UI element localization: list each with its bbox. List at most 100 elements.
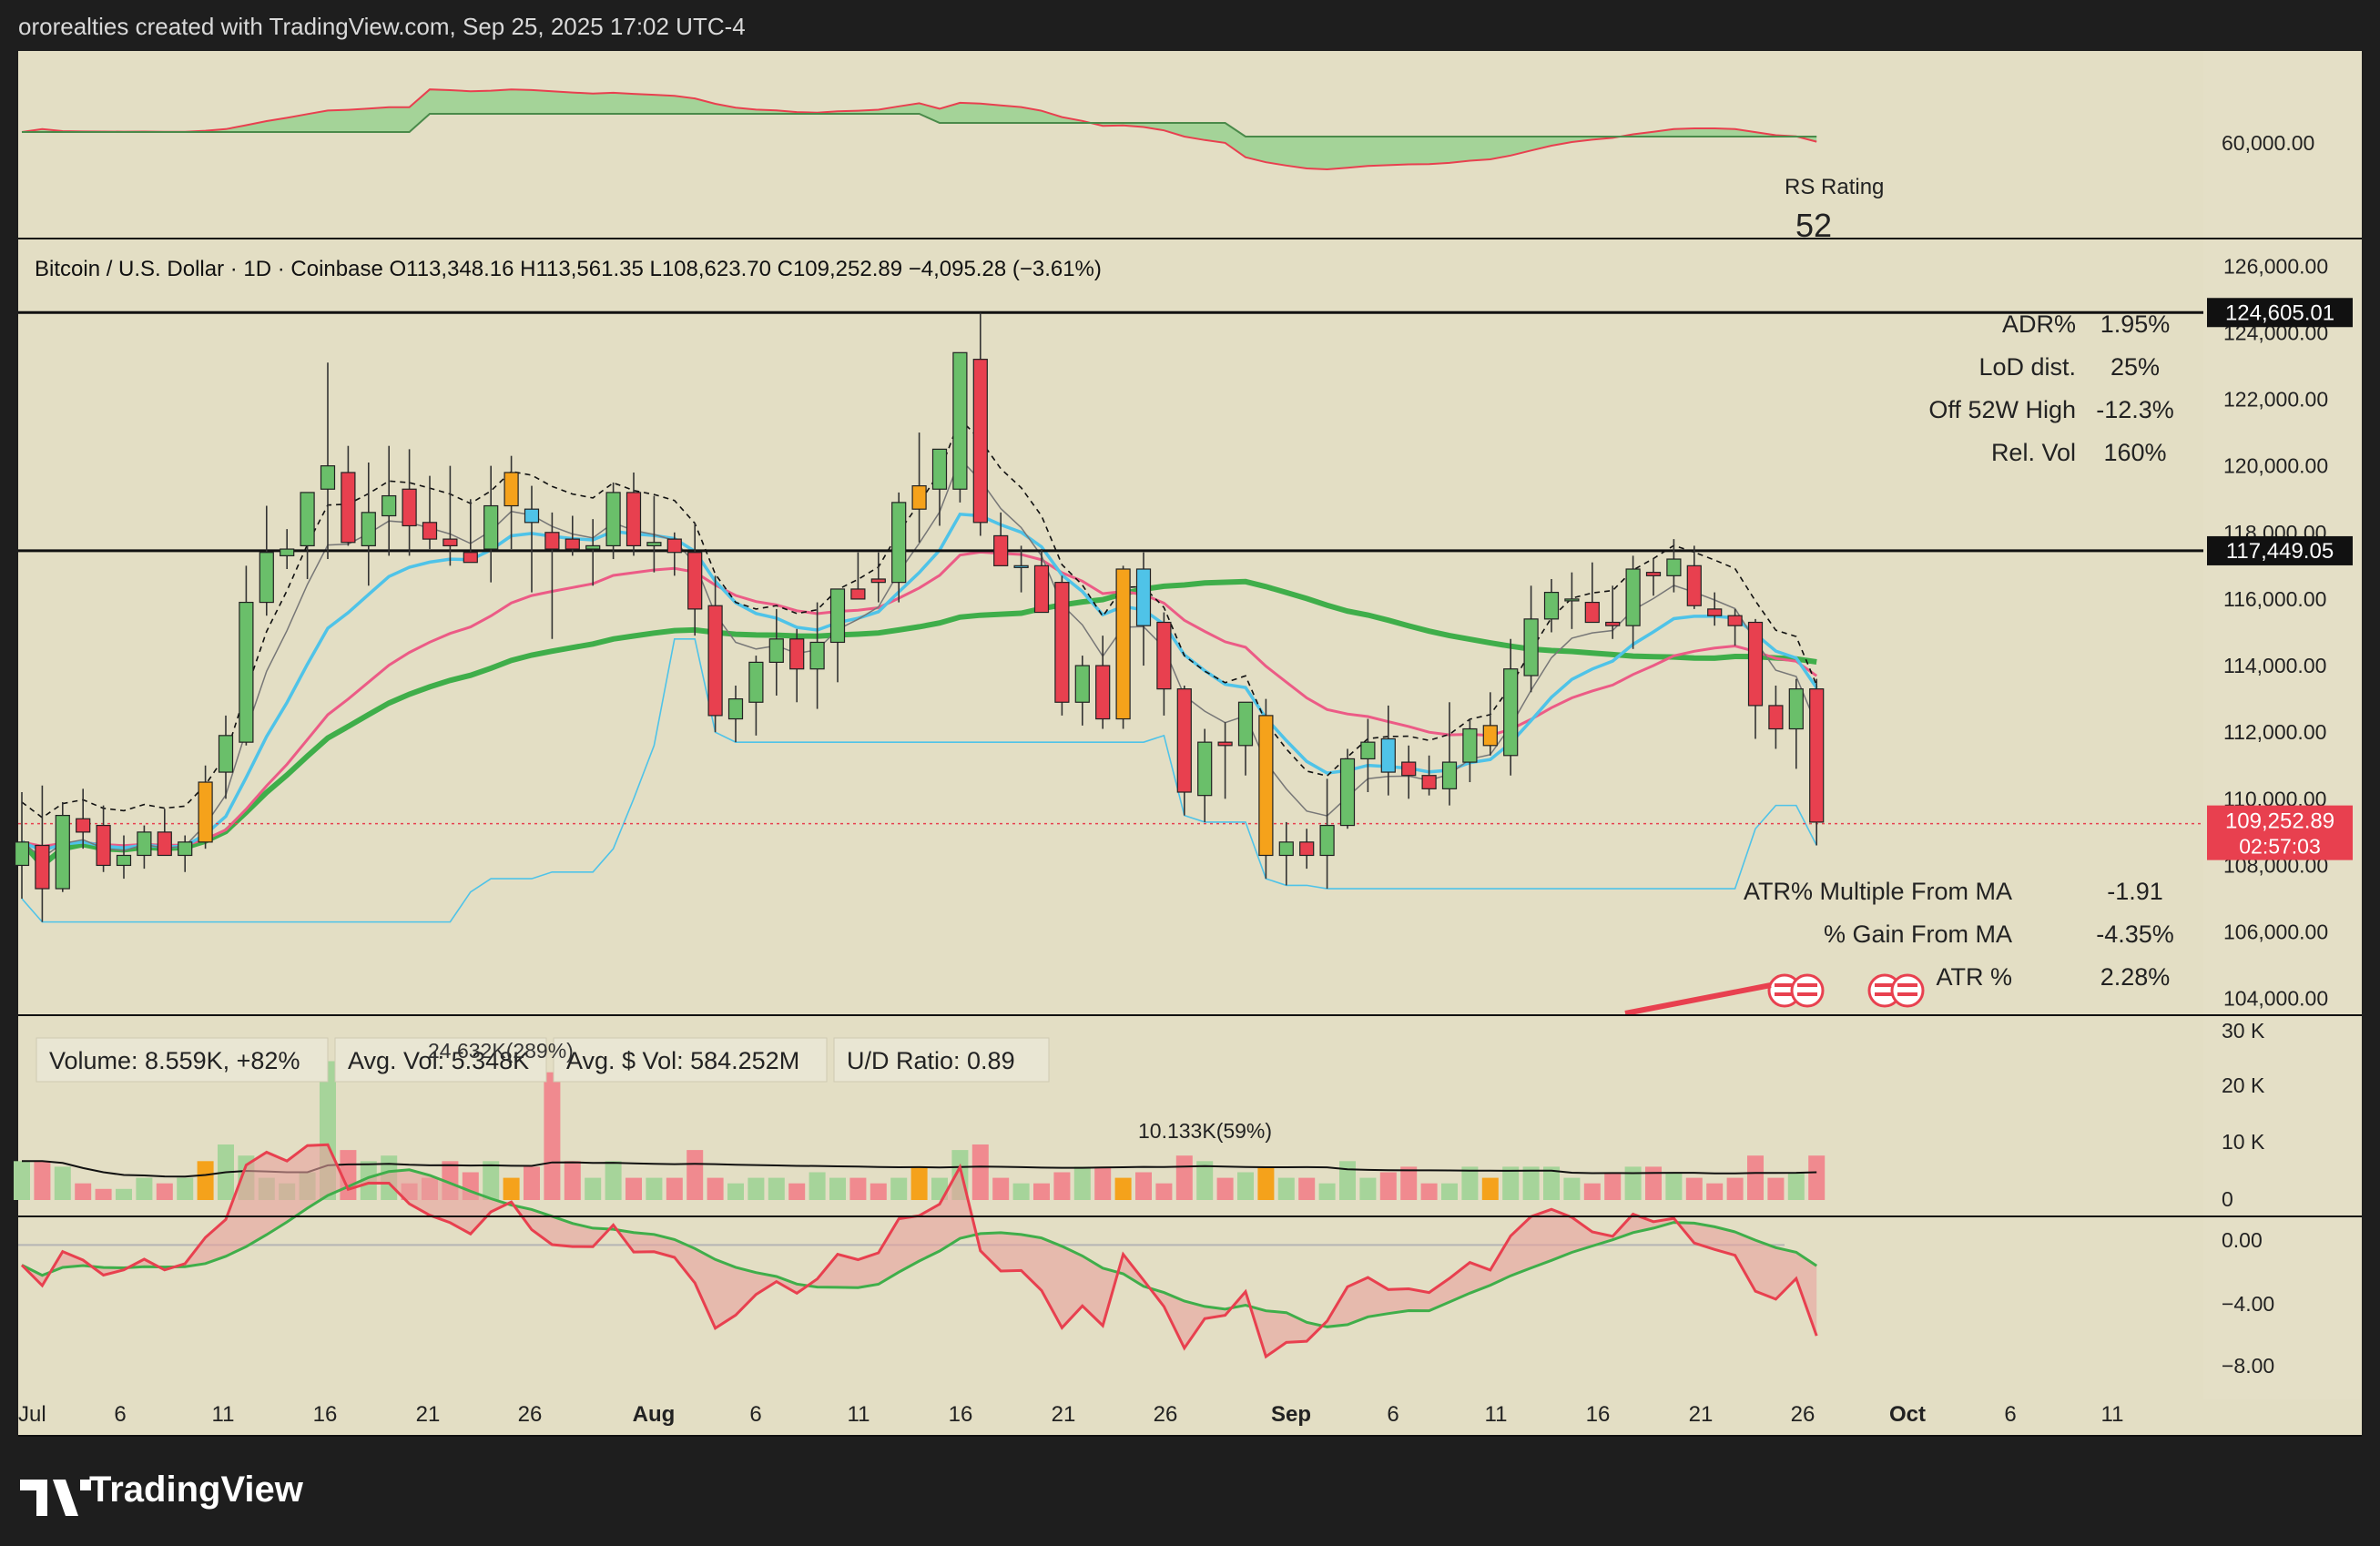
candle-body[interactable] [1788,688,1804,730]
volume-bar[interactable] [1604,1172,1622,1201]
candle-body[interactable] [1421,775,1437,789]
volume-bar[interactable] [1033,1183,1050,1200]
candle-body[interactable] [178,841,193,857]
volume-bar[interactable] [626,1177,642,1200]
candle-body[interactable] [1462,727,1478,763]
candle-body[interactable] [1360,741,1376,760]
tradingview-logo[interactable]: TradingView [20,1470,304,1516]
volume-bar[interactable] [1155,1183,1173,1200]
candle-body[interactable] [1013,564,1029,568]
candle-body[interactable] [544,532,560,550]
volume-bar[interactable] [1053,1172,1071,1201]
us-flag-icon[interactable] [1790,973,1825,1008]
volume-bar[interactable] [1767,1177,1785,1200]
candle-body[interactable] [524,508,540,524]
candle-body[interactable] [646,542,662,547]
candle-body[interactable] [1401,761,1417,777]
candle-body[interactable] [300,492,315,547]
candle-body[interactable] [1237,701,1254,747]
candle-body[interactable] [1686,564,1702,606]
candle-body[interactable] [829,588,846,644]
volume-bar[interactable] [544,1072,561,1200]
candle-body[interactable] [1258,715,1274,857]
candle-body[interactable] [1135,568,1152,626]
volume-bar[interactable] [1665,1172,1683,1201]
candle-body[interactable] [320,465,336,490]
candle-body[interactable] [1625,568,1641,626]
candle-body[interactable] [748,661,764,703]
candle-body[interactable] [626,492,642,547]
candle-body[interactable] [1503,668,1519,757]
volume-bar[interactable] [1543,1166,1560,1200]
candle-body[interactable] [1278,841,1294,857]
candle-body[interactable] [911,484,927,510]
volume-bar[interactable] [1135,1172,1152,1201]
candle-body[interactable] [137,831,152,857]
candle-body[interactable] [931,448,948,490]
volume-bar[interactable] [1339,1161,1356,1200]
candle-body[interactable] [1809,688,1825,823]
candle-body[interactable] [422,522,438,540]
volume-bar[interactable] [1114,1177,1132,1200]
candle-body[interactable] [585,544,601,550]
volume-bar[interactable] [1379,1172,1397,1201]
candle-body[interactable] [35,844,50,890]
candle-body[interactable] [76,818,91,833]
volume-bar[interactable] [1318,1183,1336,1200]
volume-bar[interactable] [136,1177,153,1200]
volume-bar[interactable] [788,1183,806,1200]
volume-bar[interactable] [727,1183,744,1200]
candle-body[interactable] [1299,841,1315,857]
volume-bar[interactable] [1645,1166,1662,1200]
candle-body[interactable] [361,512,376,547]
volume-bar[interactable] [1441,1183,1458,1200]
candle-body[interactable] [1319,824,1335,857]
volume-bar[interactable] [95,1188,112,1200]
volume-bar[interactable] [585,1177,602,1200]
volume-bar[interactable] [707,1177,724,1200]
volume-bar[interactable] [910,1166,928,1200]
volume-bar[interactable] [748,1177,765,1200]
candle-body[interactable] [1768,705,1784,730]
candle-body[interactable] [1543,592,1560,620]
volume-bar[interactable] [1522,1166,1540,1200]
volume-bar[interactable] [1420,1183,1438,1200]
volume-bar[interactable] [116,1188,132,1200]
volume-bar[interactable] [809,1172,826,1201]
candle-body[interactable] [503,472,519,507]
volume-bar[interactable] [1175,1155,1193,1200]
volume-bar[interactable] [646,1177,663,1200]
candle-body[interactable] [993,534,1009,566]
candle-body[interactable] [1605,621,1621,626]
candle-body[interactable] [666,538,682,554]
candle-body[interactable] [870,578,886,584]
volume-bar[interactable] [1808,1155,1826,1200]
candle-body[interactable] [1584,601,1600,624]
volume-bar[interactable] [768,1177,785,1200]
volume-bar[interactable] [971,1144,989,1200]
candle-body[interactable] [727,698,744,720]
candle-body[interactable] [605,492,621,547]
volume-bar[interactable] [666,1177,683,1200]
candle-body[interactable] [259,552,274,604]
candle-body[interactable] [157,831,172,857]
volume-bar[interactable] [1094,1166,1112,1200]
volume-bar[interactable] [1583,1183,1601,1200]
candle-body[interactable] [1054,582,1070,703]
volume-bar[interactable] [1359,1177,1377,1200]
volume-bar[interactable] [1298,1177,1316,1200]
candle-body[interactable] [891,502,907,584]
candle-body[interactable] [768,638,784,663]
candle-body[interactable] [1666,558,1682,576]
candle-body[interactable] [341,472,356,544]
volume-bar[interactable] [1706,1183,1724,1200]
candle-body[interactable] [55,815,70,890]
volume-bar[interactable] [483,1161,500,1200]
volume-bar[interactable] [14,1161,30,1200]
volume-bar[interactable] [1563,1177,1581,1200]
volume-bar[interactable] [992,1177,1010,1200]
candle-body[interactable] [809,641,825,670]
candle-body[interactable] [1564,598,1580,602]
candle-body[interactable] [1339,758,1356,827]
volume-bar[interactable] [1747,1155,1764,1200]
